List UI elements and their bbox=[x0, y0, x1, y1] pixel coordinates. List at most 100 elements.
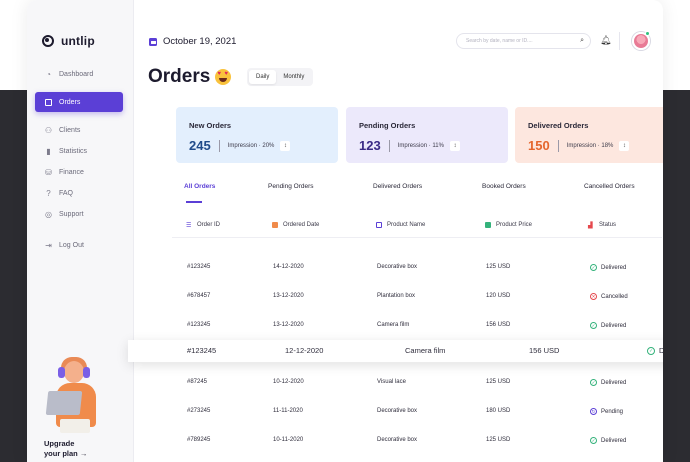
tab-delivered-orders[interactable]: Delivered Orders bbox=[373, 183, 423, 190]
sidebar-item-statistics[interactable]: ▮ Statistics bbox=[35, 141, 123, 161]
trend-arrow-icon: ↕ bbox=[619, 140, 630, 151]
status-badge: ↻ Pending bbox=[590, 408, 623, 415]
cell-name: Camera film bbox=[405, 346, 446, 355]
status-label: Delivered bbox=[601, 264, 627, 271]
table-row[interactable]: #123245 14-12-2020 Decorative box 125 USD ✓ D… bbox=[134, 257, 663, 279]
support-icon: ◎ bbox=[45, 209, 52, 219]
card-new-orders[interactable]: New Orders 245 Impression · 20% ↕ bbox=[176, 107, 338, 163]
sidebar-item-faq[interactable]: ? FAQ bbox=[35, 183, 123, 203]
brand-name: untlip bbox=[61, 34, 95, 48]
sidebar-item-clients[interactable]: ⚇ Clients bbox=[35, 120, 123, 140]
column-ordered-date[interactable]: Ordered Date bbox=[272, 222, 319, 228]
sidebar-item-support[interactable]: ◎ Support bbox=[35, 204, 123, 224]
orders-icon bbox=[44, 98, 53, 107]
list-icon: ☰ bbox=[186, 223, 192, 229]
header-divider bbox=[172, 237, 662, 238]
logo: untlip bbox=[42, 34, 95, 48]
main-content: October 19, 2021 Search by date, name or… bbox=[128, 0, 663, 462]
sidebar-item-logout[interactable]: ⇥ Log Out bbox=[35, 235, 123, 255]
column-order-id[interactable]: ☰ Order ID bbox=[186, 222, 221, 229]
search-icon[interactable]: ⌕ bbox=[580, 37, 584, 44]
table-row[interactable]: #789245 10-11-2020 Decorative box 125 USD ✓ D… bbox=[134, 430, 663, 452]
upgrade-text[interactable]: Upgrade your plan → bbox=[44, 439, 124, 459]
upgrade-line1: Upgrade bbox=[44, 439, 75, 448]
cell-date: 11-11-2020 bbox=[273, 408, 303, 414]
sidebar-item-label: Finance bbox=[59, 168, 84, 176]
table-row[interactable]: #123245 12-12-2020 Camera film 156 USD ✓ Deli… bbox=[128, 340, 663, 362]
online-status-dot bbox=[645, 31, 650, 36]
status-badge: ✓ Delivered bbox=[590, 379, 626, 386]
tab-cancelled-orders[interactable]: Cancelled Orders bbox=[584, 183, 635, 190]
sidebar-item-label: Dashboard bbox=[59, 70, 94, 78]
clients-icon: ⚇ bbox=[44, 125, 53, 135]
sidebar-item-finance[interactable]: ⛁ Finance bbox=[35, 162, 123, 182]
cell-name: Camera film bbox=[377, 322, 410, 328]
table-row[interactable]: #87245 10-12-2020 Visual lace 125 USD ✓ Deliv… bbox=[134, 372, 663, 394]
sidebar-item-label: Orders bbox=[59, 98, 81, 106]
cell-id: #123245 bbox=[187, 264, 211, 270]
cell-price: 156 USD bbox=[486, 322, 511, 328]
cell-id: #789245 bbox=[187, 437, 211, 443]
sidebar-item-label: Support bbox=[59, 210, 84, 218]
card-value: 150 bbox=[528, 138, 550, 153]
status-chart-icon: ▟ bbox=[588, 223, 593, 229]
header-divider bbox=[619, 32, 620, 50]
tab-booked-orders[interactable]: Booked Orders bbox=[482, 183, 526, 190]
tab-pending-orders[interactable]: Pending Orders bbox=[268, 183, 314, 190]
toggle-monthly[interactable]: Monthly bbox=[283, 74, 305, 80]
card-pending-orders[interactable]: Pending Orders 123 Impression · 11% ↕ bbox=[346, 107, 508, 163]
cell-id: #123245 bbox=[187, 346, 217, 355]
column-label: Order ID bbox=[197, 222, 221, 228]
cell-price: 125 USD bbox=[486, 264, 511, 270]
cell-id: #123245 bbox=[187, 322, 211, 328]
card-title: Delivered Orders bbox=[528, 121, 589, 130]
tag-icon bbox=[485, 222, 491, 228]
toggle-daily[interactable]: Daily bbox=[249, 70, 277, 84]
column-product-price[interactable]: Product Price bbox=[485, 222, 532, 228]
bell-icon[interactable]: 🔔︎ bbox=[600, 35, 612, 45]
current-date: October 19, 2021 bbox=[163, 36, 237, 47]
status-label: Delivered bbox=[601, 322, 627, 329]
sidebar-item-label: Log Out bbox=[59, 241, 84, 249]
cancelled-status-icon: ✕ bbox=[590, 293, 597, 300]
cell-name: Decorative box bbox=[377, 408, 418, 414]
card-delivered-orders[interactable]: Delivered Orders 150 Impression · 18% ↕ bbox=[515, 107, 663, 163]
search-input[interactable]: Search by date, name or ID.... ⌕ bbox=[456, 33, 591, 49]
table-row[interactable]: #678457 13-12-2020 Plantation box 120 USD ✕ C… bbox=[134, 286, 663, 308]
avatar[interactable] bbox=[632, 32, 650, 50]
upgrade-plan[interactable]: Upgrade your plan → bbox=[44, 355, 124, 459]
status-label: Delivered bbox=[601, 437, 627, 444]
upgrade-illustration bbox=[44, 355, 114, 435]
table-row[interactable]: #123245 13-12-2020 Camera film 156 USD ✓ Deli… bbox=[134, 315, 663, 337]
pending-status-icon: ↻ bbox=[590, 408, 597, 415]
box-icon bbox=[376, 222, 382, 228]
cell-id: #678457 bbox=[187, 293, 211, 299]
card-title: Pending Orders bbox=[359, 121, 416, 130]
statistics-icon: ▮ bbox=[46, 146, 51, 156]
arrow-right-icon: → bbox=[79, 449, 88, 458]
sidebar-item-label: Statistics bbox=[59, 147, 88, 155]
status-label: Delivered bbox=[601, 379, 627, 386]
card-title: New Orders bbox=[189, 121, 232, 130]
cell-name: Decorative box bbox=[377, 437, 418, 443]
column-product-name[interactable]: Product Name bbox=[376, 222, 425, 228]
sidebar-item-dashboard[interactable]: ◔ Dashboard bbox=[35, 64, 123, 84]
cell-id: #273245 bbox=[187, 408, 211, 414]
column-label: Ordered Date bbox=[283, 222, 320, 228]
cell-price: 125 USD bbox=[486, 379, 511, 385]
column-label: Product Name bbox=[387, 222, 426, 228]
table-row[interactable]: #273245 11-11-2020 Decorative box 180 USD ↻ P… bbox=[134, 401, 663, 423]
card-value: 123 bbox=[359, 138, 381, 153]
card-impression: Impression · 18% bbox=[566, 142, 614, 149]
sidebar-item-orders[interactable]: Orders bbox=[35, 92, 123, 112]
cell-name: Visual lace bbox=[377, 379, 406, 385]
logo-icon bbox=[42, 35, 54, 47]
delivered-status-icon: ✓ bbox=[590, 437, 597, 444]
cell-date: 10-11-2020 bbox=[273, 437, 304, 443]
cell-date: 10-12-2020 bbox=[273, 379, 304, 385]
delivered-status-icon: ✓ bbox=[590, 264, 597, 271]
tab-all-orders[interactable]: All Orders bbox=[184, 183, 216, 190]
table-header: ☰ Order ID Ordered Date Product Name Pro… bbox=[134, 216, 663, 236]
column-status[interactable]: ▟ Status bbox=[588, 222, 616, 229]
cell-name: Decorative box bbox=[377, 264, 418, 270]
